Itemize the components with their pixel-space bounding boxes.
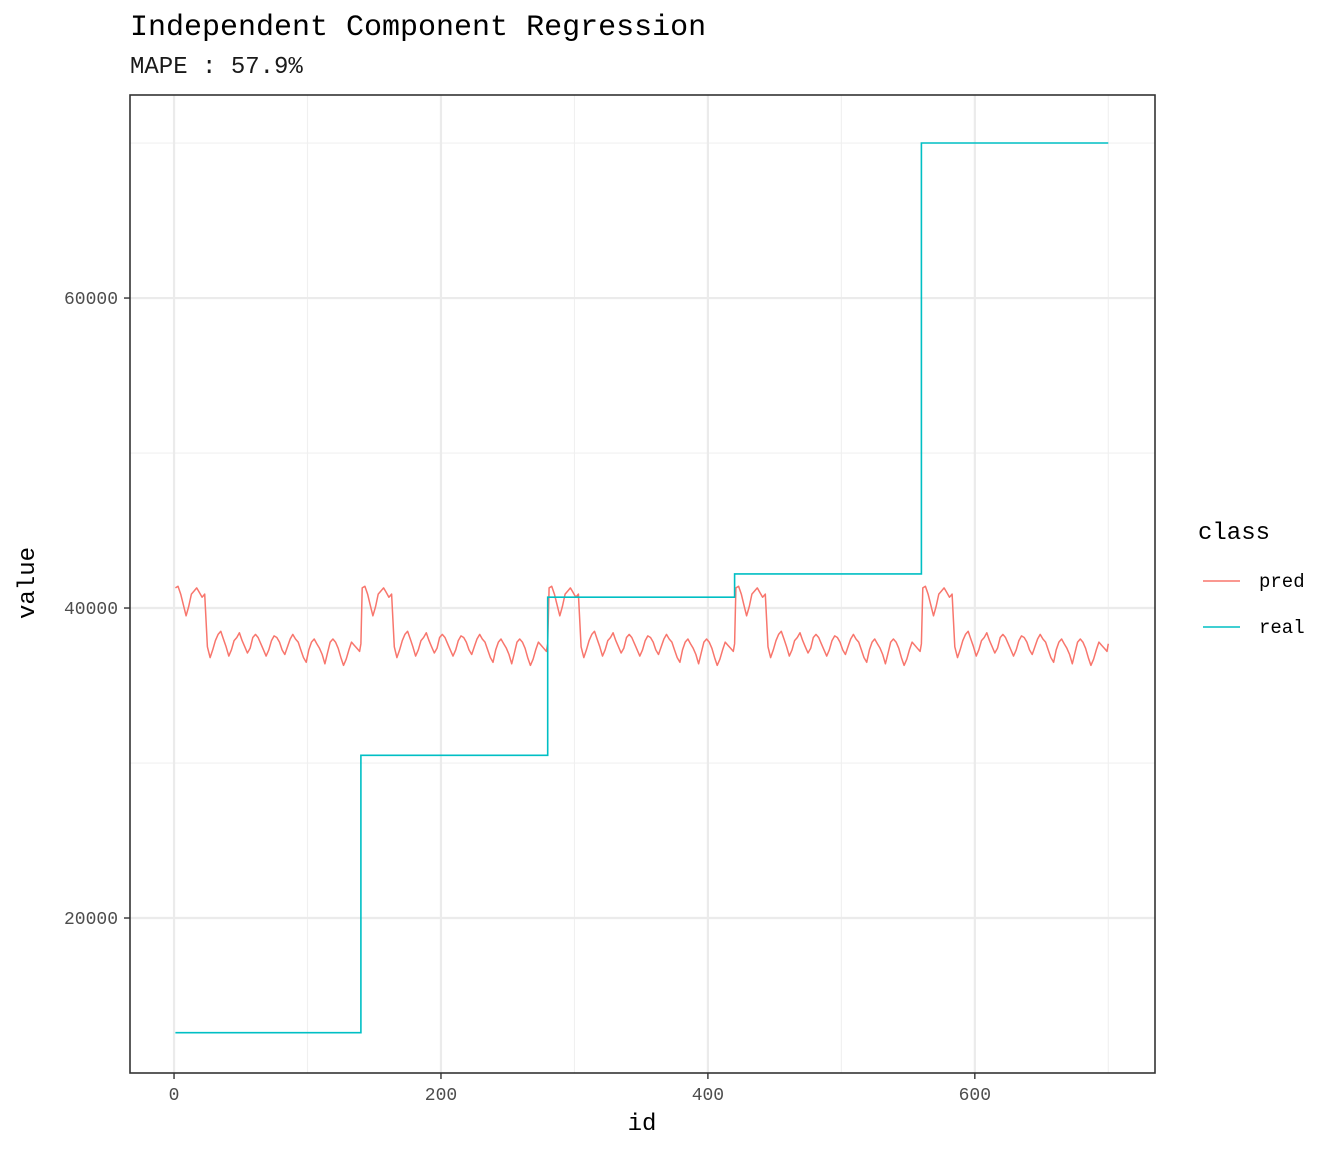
grid-minor [130,95,1155,1073]
grid-major [130,95,1155,1073]
panel-border-rect [129,94,1156,1074]
y-axis-ticks: 20000 40000 60000 [64,290,130,930]
chart-subtitle: MAPE : 57.9% [130,54,303,81]
y-axis-title: value [15,547,42,619]
y-tick-label: 60000 [64,290,118,310]
x-tick-label: 0 [169,1086,180,1106]
series-layer [175,142,1110,1034]
legend-title: class [1198,520,1270,547]
x-axis-title: id [628,1111,657,1138]
plot-panel [130,95,1155,1073]
x-tick-label: 200 [425,1086,457,1106]
y-tick-label: 40000 [64,600,118,620]
legend-label-pred: pred [1259,571,1305,593]
legend-items: pred real [1203,571,1305,639]
y-tick-label: 20000 [64,910,118,930]
legend: class pred real [1198,520,1305,639]
x-axis-ticks: 0 200 400 600 [169,1073,991,1106]
series-real-line [175,142,1109,1034]
x-tick-label: 400 [692,1086,724,1106]
plot-background [130,95,1155,1073]
legend-label-real: real [1259,617,1305,639]
panel-border [129,94,1156,1074]
series-pred-line [175,585,1110,667]
x-tick-label: 600 [959,1086,991,1106]
chart-title: Independent Component Regression [130,11,706,45]
